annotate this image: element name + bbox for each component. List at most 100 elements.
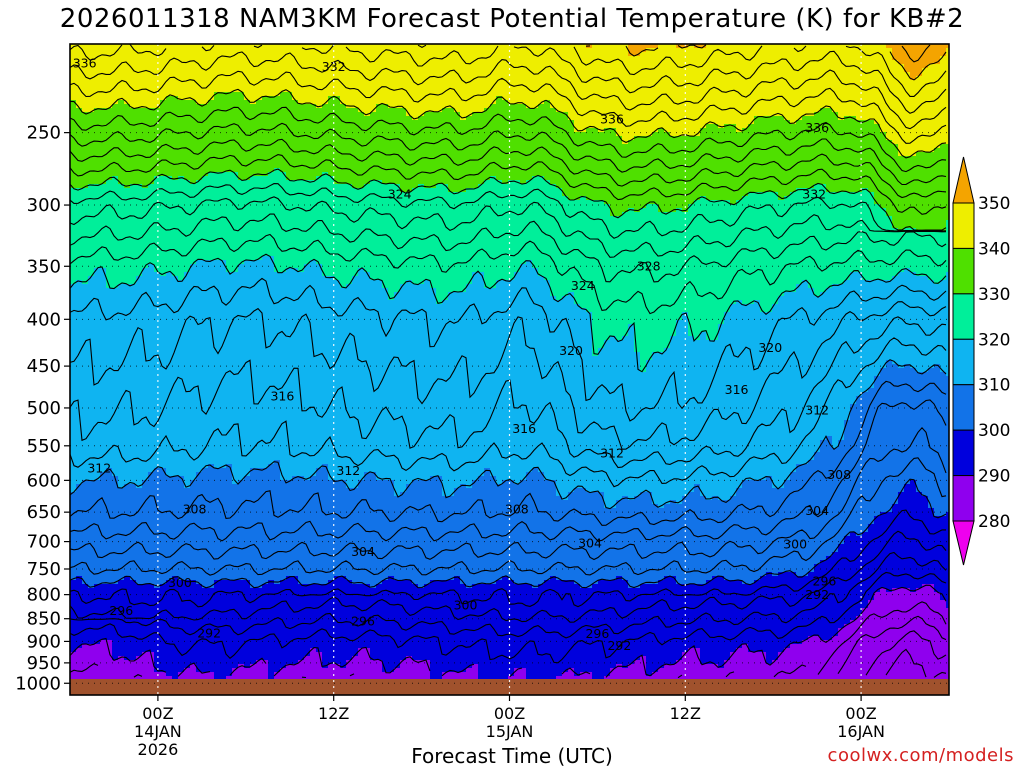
colorbar: 280 290 300 310 320 330 340 350: [952, 156, 1010, 566]
contour-label: 336: [73, 55, 97, 70]
isentrope-contours: [70, 44, 947, 679]
contour-label: 320: [559, 343, 583, 358]
contour-label: 336: [600, 112, 624, 127]
contour-label: 308: [827, 467, 851, 482]
contour-label: 312: [87, 460, 111, 475]
colorbar-label: 290: [978, 467, 1010, 487]
contour-label: 300: [454, 597, 478, 612]
contour-label: 332: [802, 186, 826, 201]
time-tick-label: 15JAN: [486, 722, 534, 741]
pressure-tick-label: 650: [27, 502, 61, 523]
colorbar-label: 310: [978, 376, 1010, 396]
potential-temperature-field: [70, 44, 949, 681]
contour-line: [70, 253, 947, 373]
colorbar-top-arrow: [952, 156, 975, 204]
time-tick-label: 00Z: [142, 704, 173, 723]
pressure-tick-label: 950: [27, 653, 61, 674]
colorbar-bottom-arrow: [952, 520, 975, 566]
chart-title: 2026011318 NAM3KM Forecast Potential Tem…: [0, 4, 1024, 34]
colorbar-band: [952, 429, 975, 477]
contour-line: [70, 426, 947, 561]
time-tick-label: 00Z: [845, 704, 876, 723]
contour-label: 324: [571, 278, 595, 293]
contour-line: [865, 630, 947, 676]
contour-line: [70, 509, 946, 608]
contour-line: [837, 615, 947, 675]
pressure-tick-label: 250: [27, 123, 61, 144]
time-tick-label: 00Z: [494, 704, 525, 723]
pressure-tick-label: 800: [27, 585, 61, 606]
contour-label: 292: [197, 625, 221, 640]
x-axis-label: Forecast Time (UTC): [0, 744, 1024, 768]
colorbar-band: [952, 384, 975, 431]
contour-line: [417, 44, 947, 97]
contour-label: 308: [183, 502, 207, 517]
colorbar-label: 300: [978, 421, 1010, 441]
contour-label: 292: [607, 638, 631, 653]
contour-line: [70, 530, 947, 623]
colorbar-label: 280: [978, 512, 1010, 532]
contour-label: 316: [270, 389, 294, 404]
colorbar-band: [952, 338, 975, 386]
pressure-tick-label: 850: [27, 609, 61, 630]
contour-line: [70, 138, 947, 199]
contour-line: [70, 277, 947, 422]
pressure-tick-label: 1000: [15, 673, 61, 694]
contour-line: [70, 337, 947, 488]
contour-labels: 336 332 336 336 324 332 328 324 320 320 316 316 316 3…: [73, 55, 851, 652]
contour-line: [70, 571, 947, 664]
pressure-tick-label: 450: [27, 356, 61, 377]
pressure-tick-label: 350: [27, 256, 61, 277]
contour-label: 308: [505, 502, 529, 517]
contour-label: 328: [637, 258, 661, 273]
contour-line: [70, 601, 947, 679]
contour-label: 312: [600, 446, 624, 461]
contour-line: [70, 168, 947, 231]
contour-line: [70, 584, 947, 678]
contour-line: [70, 70, 947, 144]
time-tick-label: 14JAN: [134, 722, 182, 741]
contour-label: 292: [805, 587, 829, 602]
contour-label: 332: [322, 59, 346, 74]
site-credit: coolwx.com/models: [828, 745, 1014, 766]
contour-label: 304: [805, 503, 829, 518]
contour-line: [70, 213, 947, 283]
pressure-tick-label: 700: [27, 532, 61, 553]
contour-line: [901, 44, 931, 63]
contour-label: 296: [585, 626, 609, 641]
contour-line: [70, 183, 947, 239]
contour-label: 336: [805, 120, 829, 135]
contour-label: 296: [109, 603, 133, 618]
contour-label: 316: [725, 382, 749, 397]
contour-line: [70, 154, 947, 215]
pressure-axis: 2503003504004505005506006507007508008509…: [15, 123, 70, 694]
colorbar-label: 320: [978, 330, 1010, 350]
colorbar-label: 350: [978, 194, 1010, 214]
pressure-tick-label: 600: [27, 470, 61, 491]
contour-line: [70, 88, 947, 159]
contour-line: [70, 122, 947, 186]
pressure-tick-label: 550: [27, 436, 61, 457]
dotted-grid: [70, 44, 949, 695]
contour-label: 312: [336, 463, 360, 478]
colorbar-band: [952, 475, 975, 522]
colorbar-band: [952, 293, 975, 340]
contour-line: [70, 380, 947, 526]
pressure-tick-label: 900: [27, 631, 61, 652]
contour-label: 300: [168, 575, 192, 590]
contour-label: 320: [758, 340, 782, 355]
colorbar-band: [952, 247, 975, 295]
contour-label: 316: [512, 421, 536, 436]
contour-line: [70, 399, 947, 542]
contour-line: [70, 196, 947, 258]
time-tick-label: 12Z: [318, 704, 349, 723]
contour-line: [70, 106, 947, 173]
contour-line: [70, 301, 947, 450]
contour-label: 324: [388, 186, 412, 201]
colorbar-band: [952, 202, 975, 249]
contour-label: 304: [578, 535, 602, 550]
contour-label: 296: [351, 614, 375, 629]
pressure-tick-label: 750: [27, 559, 61, 580]
contour-line: [70, 44, 947, 114]
